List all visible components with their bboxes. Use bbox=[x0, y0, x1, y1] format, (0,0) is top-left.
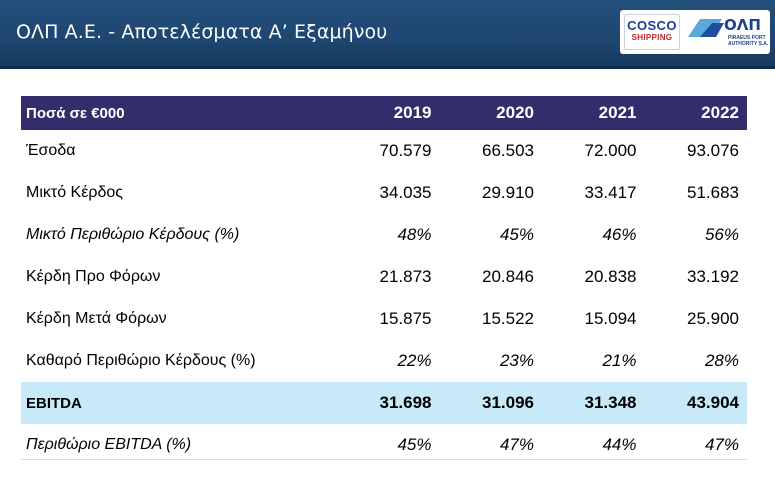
shipping-logo-text: SHIPPING bbox=[631, 33, 673, 42]
table-cell: 47% bbox=[499, 435, 534, 454]
table-cell: 21.873 bbox=[379, 267, 432, 286]
table-cell: 45% bbox=[499, 225, 534, 244]
table-cell: 70.579 bbox=[379, 141, 432, 160]
table-row-revenue: Έσοδα 70.579 66.503 72.000 93.076 bbox=[21, 130, 747, 172]
slide-header: ΟΛΠ Α.Ε. - Αποτελέσματα Α’ Εξαμήνου COSC… bbox=[0, 0, 775, 66]
olp-logo-subtitle: PIRAEUS PORT AUTHORITY S.A. bbox=[728, 35, 768, 47]
row-label: Έσοδα bbox=[26, 142, 76, 159]
table-bottom-divider bbox=[21, 459, 747, 460]
financial-results-table: Ποσά σε €000 2019 2020 2021 2022 Έσοδα 7… bbox=[21, 96, 747, 466]
header-divider bbox=[0, 66, 775, 69]
table-cell: 34.035 bbox=[379, 183, 432, 202]
olp-wave-icon bbox=[688, 19, 724, 37]
table-row-profit-after-tax: Κέρδη Μετά Φόρων 15.875 15.522 15.094 25… bbox=[21, 298, 747, 340]
olp-logo-subtitle-line2: AUTHORITY S.A. bbox=[728, 41, 769, 47]
table-cell: 72.000 bbox=[584, 141, 637, 160]
column-header-2020: 2020 bbox=[496, 103, 534, 122]
table-cell: 33.417 bbox=[584, 183, 637, 202]
row-label: Κέρδη Μετά Φόρων bbox=[26, 310, 167, 327]
table-cell: 29.910 bbox=[482, 183, 534, 202]
column-header-amounts: Ποσά σε €000 bbox=[26, 104, 125, 122]
logo-group: COSCO SHIPPING ΟΛΠ PIRAEUS PORT AUTHORIT… bbox=[620, 10, 770, 54]
table-cell: 20.846 bbox=[482, 267, 534, 286]
table-row-gross-profit: Μικτό Κέρδος 34.035 29.910 33.417 51.683 bbox=[21, 172, 747, 214]
table-cell: 15.522 bbox=[482, 309, 534, 328]
row-label: Μικτό Κέρδος bbox=[26, 184, 123, 201]
table-cell: 15.094 bbox=[584, 309, 637, 328]
table-cell: 15.875 bbox=[379, 309, 432, 328]
table-row-ebitda-margin: Περιθώριο EBITDA (%) 45% 47% 44% 47% bbox=[21, 424, 747, 466]
olp-logo-subtitle-line1: PIRAEUS PORT bbox=[728, 35, 766, 41]
table-row-ebitda: EBITDA 31.698 31.096 31.348 43.904 bbox=[21, 382, 747, 424]
table-cell: 20.838 bbox=[584, 267, 637, 286]
row-label: Περιθώριο EBITDA (%) bbox=[26, 436, 192, 453]
slide-title: ΟΛΠ Α.Ε. - Αποτελέσματα Α’ Εξαμήνου bbox=[16, 21, 388, 43]
row-label: Μικτό Περιθώριο Κέρδους (%) bbox=[26, 226, 240, 243]
row-label: Καθαρό Περιθώριο Κέρδους (%) bbox=[26, 352, 256, 369]
table-cell: 56% bbox=[704, 225, 739, 244]
table-row-gross-margin: Μικτό Περιθώριο Κέρδους (%) 48% 45% 46% … bbox=[21, 214, 747, 256]
table-cell: 33.192 bbox=[687, 267, 739, 286]
table-header-row: Ποσά σε €000 2019 2020 2021 2022 bbox=[21, 96, 747, 130]
table-cell: 44% bbox=[602, 435, 637, 454]
table-cell: 46% bbox=[602, 225, 637, 244]
column-header-2019: 2019 bbox=[393, 103, 432, 122]
row-label: Κέρδη Προ Φόρων bbox=[26, 268, 161, 285]
table-cell: 31.698 bbox=[379, 393, 432, 412]
table-cell: 25.900 bbox=[687, 309, 739, 328]
cosco-logo-text: COSCO bbox=[627, 18, 677, 33]
row-label: EBITDA bbox=[26, 394, 82, 412]
table-cell: 31.096 bbox=[482, 393, 534, 412]
table-cell: 23% bbox=[499, 351, 534, 370]
table-cell: 28% bbox=[704, 351, 739, 370]
table-cell: 51.683 bbox=[687, 183, 739, 202]
table-cell: 21% bbox=[602, 351, 637, 370]
table-cell: 47% bbox=[704, 435, 739, 454]
table-cell: 22% bbox=[397, 351, 432, 370]
cosco-shipping-logo: COSCO SHIPPING bbox=[624, 14, 680, 50]
olp-logo-text: ΟΛΠ bbox=[724, 16, 761, 34]
table-cell: 31.348 bbox=[584, 393, 637, 412]
table-cell: 93.076 bbox=[687, 141, 739, 160]
table-cell: 66.503 bbox=[482, 141, 534, 160]
table-cell: 45% bbox=[397, 435, 432, 454]
column-header-2022: 2022 bbox=[701, 103, 739, 122]
column-header-2021: 2021 bbox=[598, 103, 637, 122]
table-row-profit-before-tax: Κέρδη Προ Φόρων 21.873 20.846 20.838 33.… bbox=[21, 256, 747, 298]
table-row-net-margin: Καθαρό Περιθώριο Κέρδους (%) 22% 23% 21%… bbox=[21, 340, 747, 382]
table-cell: 48% bbox=[397, 225, 432, 244]
table-cell: 43.904 bbox=[687, 393, 739, 412]
